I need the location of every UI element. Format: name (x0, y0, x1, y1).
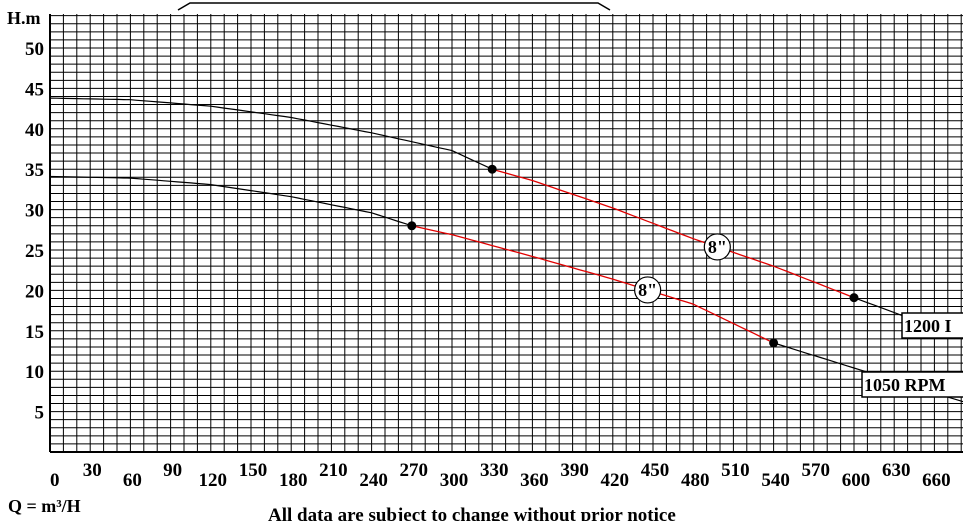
x-tick-label: 150 (239, 460, 268, 481)
x-tick-label: 330 (480, 460, 509, 481)
x-tick-label: 360 (520, 470, 549, 491)
x-tick-label: 570 (802, 460, 831, 481)
x-tick-label: 540 (761, 470, 790, 491)
series-labels: 8" 1200 I 8" 1050 RPM (634, 233, 963, 398)
x-tick-label: 180 (279, 470, 308, 491)
impeller-size-label: 8" (638, 280, 657, 300)
x-tick-label: 450 (641, 460, 670, 481)
x-tick-label: 60 (123, 470, 142, 491)
x-tick-label: 210 (319, 460, 348, 481)
operating-point-marker (769, 338, 779, 348)
series-label: 1200 I (904, 316, 952, 336)
operating-point-marker (487, 164, 497, 174)
x-tick-label: 480 (681, 470, 710, 491)
operating-point-marker (849, 293, 859, 303)
markers (407, 164, 859, 348)
y-tick-label: 20 (25, 281, 44, 302)
x-tick-label: 240 (359, 470, 388, 491)
y-tick-label: 15 (25, 322, 44, 343)
x-tick-label: 510 (721, 460, 750, 481)
x-tick-label: 660 (922, 470, 951, 491)
y-tick-label: 50 (25, 39, 44, 60)
y-tick-label: 40 (25, 120, 44, 141)
curve-1-efficient-range (411, 225, 774, 344)
series-label: 1050 RPM (864, 375, 945, 395)
curves (49, 97, 963, 403)
impeller-size-badge (703, 233, 731, 261)
x-tick-label: 600 (842, 470, 871, 491)
x-tick-label: 630 (882, 460, 911, 481)
x-tick-label: 420 (601, 470, 630, 491)
x-tick-label: 270 (400, 460, 429, 481)
y-axis-title: H.m (7, 8, 41, 28)
x-tick-label: 300 (440, 470, 469, 491)
y-tick-label: 10 (25, 362, 44, 383)
x-tick-label: 120 (199, 470, 228, 491)
curve-1-low (49, 175, 412, 227)
disclaimer-note: All data are subject to change without p… (268, 505, 676, 521)
header-bracket (177, 2, 611, 11)
y-tick-label: 45 (25, 79, 44, 100)
series-label-box (861, 371, 963, 398)
y-tick-label: 35 (25, 160, 44, 181)
y-tick-label: 25 (25, 241, 44, 262)
x-tick-label: 0 (50, 470, 60, 491)
y-tick-label: 30 (25, 201, 44, 222)
y-tick-label: 5 (35, 403, 45, 424)
impeller-size-label: 8" (708, 237, 727, 257)
curve-0-low (49, 97, 493, 170)
series-label-box (901, 312, 963, 339)
x-tick-label: 30 (83, 460, 102, 481)
operating-point-marker (407, 221, 417, 231)
x-tick-label: 390 (560, 460, 589, 481)
curve-0-efficient-range (492, 168, 855, 299)
impeller-size-badge (634, 276, 662, 304)
grid (49, 2, 963, 453)
x-tick-label: 90 (163, 460, 182, 481)
x-axis-title: Q = m³/H (8, 496, 81, 516)
